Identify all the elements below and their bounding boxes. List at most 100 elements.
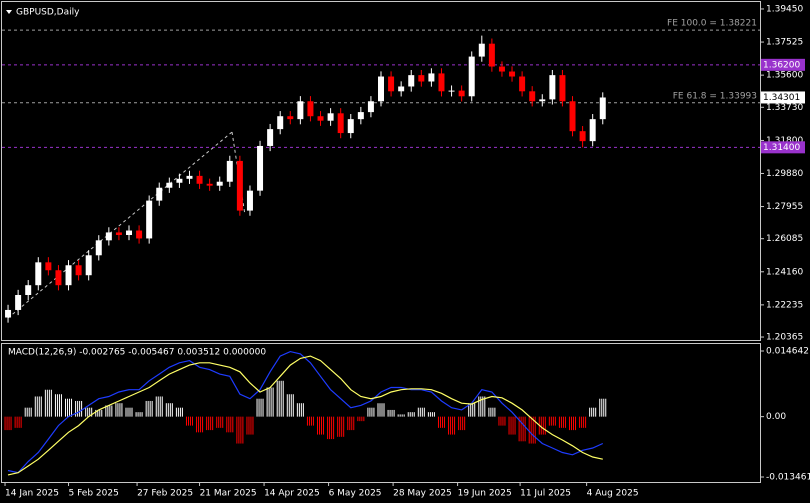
candle-body [186,175,193,179]
candle-body [478,43,485,57]
fibo-trendline [7,131,233,319]
candle-body [468,56,475,97]
x-tick-label: 27 Feb 2025 [137,489,193,499]
candle-body [216,181,223,186]
candle-body [448,90,455,92]
current-price-tag [761,91,805,104]
y-tick-label: 1.20365 [766,333,803,343]
candle-body [15,294,22,310]
x-tick-label: 28 May 2025 [393,489,452,499]
candle-body [75,265,82,276]
candle-body [267,129,274,146]
candle-body [347,119,354,134]
candle-body [408,75,415,87]
candle-body [539,99,546,102]
y-tick-label: 1.24160 [766,267,803,277]
candle-body [206,183,213,186]
fib-label: FE 61.8 = 1.33993 [673,91,757,101]
x-tick-label: 19 Jun 2025 [458,489,512,499]
candle-body [156,187,163,201]
candle-body [277,116,284,130]
candle-body [55,270,62,286]
y-tick-label: 0.00 [766,412,786,422]
candle-body [367,101,374,113]
candle-body [257,145,264,191]
y-tick-label: 1.39450 [766,4,803,14]
fib-label: FE 100.0 = 1.38221 [667,19,757,29]
candle-body [65,265,72,286]
y-tick-label: 1.26085 [766,234,803,244]
x-tick-label: 14 Jan 2025 [5,489,59,499]
candle-body [85,255,92,276]
candle-body [458,90,465,97]
x-tick-label: 4 Aug 2025 [587,489,639,499]
macd-title: MACD(12,26,9) -0.002765 -0.005467 0.0035… [8,348,266,358]
candle-body [105,232,112,241]
candle-body [95,240,102,256]
x-tick-label: 6 May 2025 [329,489,382,499]
y-tick-label: 1.37525 [766,38,803,48]
candle-body [136,230,143,239]
candle-body [327,113,334,121]
candle-body [146,200,153,239]
candle-body [388,76,395,92]
price-tag [761,58,805,71]
candle-body [196,175,203,184]
y-tick-label: 1.29880 [766,169,803,179]
candle-body [5,309,12,318]
candle-body [45,262,52,271]
x-tick-label: 5 Feb 2025 [69,489,119,499]
x-tick-label: 21 Mar 2025 [200,489,257,499]
candle-body [378,76,384,102]
candle-body [418,75,425,82]
candle-body [337,113,344,134]
y-tick-label: -0.013461 [766,473,810,483]
y-tick-label: 1.22235 [766,300,803,310]
y-tick-label: 0.014642 [766,346,809,356]
candle-body [589,119,596,142]
macd-panel-border [1,343,761,483]
candle-body [25,285,32,295]
candle-body [297,101,304,120]
chart-title: GBPUSD,Daily [16,8,80,18]
macd-line [7,350,604,474]
candle-body [549,75,556,100]
candle-body [287,116,294,120]
y-tick-label: 1.31800 [766,136,803,146]
candle-body [509,71,516,77]
candle-body [398,86,405,92]
candle-body [115,232,122,236]
menu-arrow[interactable] [6,10,12,14]
macd-line [7,355,603,476]
candle-body [519,76,526,92]
y-tick-label: 1.27955 [766,202,803,212]
main-panel-border [1,1,761,341]
candle-body [35,262,42,286]
candle-body [559,75,566,102]
candle-body [579,131,586,142]
price-tag-label: 1.36200 [763,60,800,70]
candle-body [176,178,183,183]
candle-body [498,66,505,72]
price-tag-label: 1.31400 [763,143,800,153]
candle-body [317,116,324,121]
candle-body [529,91,536,102]
candle-body [569,101,576,132]
candle-body [226,160,233,182]
y-tick-label: 1.35600 [766,71,803,81]
candle-body [307,101,314,117]
candle-body [599,97,606,120]
candle-body [488,43,495,67]
candle-body [236,160,243,211]
x-tick-label: 14 Apr 2025 [264,489,320,499]
x-tick-label: 11 Jul 2025 [520,489,571,499]
candle-body [438,73,445,92]
candle-body [166,182,173,188]
candle-body [357,112,364,120]
price-tag [761,141,805,154]
candle-body [126,230,133,236]
candle-body [428,73,435,82]
